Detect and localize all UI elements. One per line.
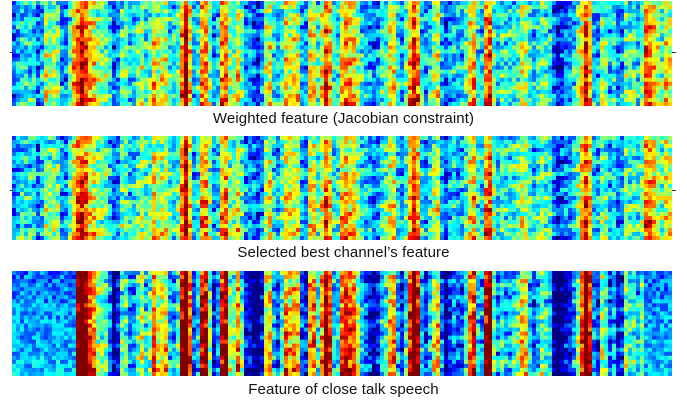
spectrogram-image-close-talk (12, 271, 672, 376)
axis-tick (10, 52, 13, 53)
axis-tick (672, 190, 676, 191)
caption-selected-channel: Selected best channel’s feature (237, 244, 450, 261)
spectrogram-image-weighted (12, 1, 672, 106)
caption-close-talk: Feature of close talk speech (248, 381, 439, 398)
spectrogram-selected-channel (12, 136, 672, 240)
spectrogram-weighted-feature (12, 1, 672, 106)
caption-weighted-feature: Weighted feature (Jacobian constraint) (212, 110, 475, 127)
spectrogram-close-talk (12, 271, 672, 376)
spectrogram-image-selected (12, 136, 672, 240)
axis-tick (672, 52, 676, 53)
axis-tick (10, 190, 13, 191)
